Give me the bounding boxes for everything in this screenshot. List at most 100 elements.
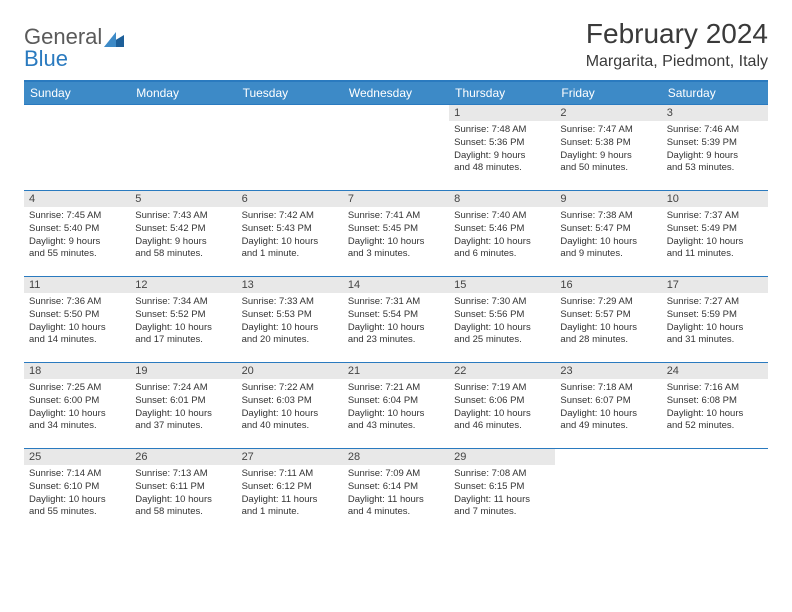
day-line: and 53 minutes. — [667, 162, 763, 175]
day-header-sat: Saturday — [662, 81, 768, 105]
day-line: and 1 minute. — [242, 506, 338, 519]
day-line: and 14 minutes. — [29, 334, 125, 347]
day-line: Sunrise: 7:29 AM — [560, 296, 656, 309]
page-subtitle: Margarita, Piedmont, Italy — [586, 53, 768, 71]
day-line: Sunrise: 7:40 AM — [454, 210, 550, 223]
day-details: Sunrise: 7:42 AMSunset: 5:43 PMDaylight:… — [237, 207, 343, 265]
day-line: Sunrise: 7:08 AM — [454, 468, 550, 481]
day-number: 25 — [24, 449, 130, 465]
day-number: 6 — [237, 191, 343, 207]
day-cell: 22Sunrise: 7:19 AMSunset: 6:06 PMDayligh… — [449, 363, 555, 449]
day-line: Sunrise: 7:27 AM — [667, 296, 763, 309]
day-line: Daylight: 10 hours — [454, 236, 550, 249]
day-cell: 14Sunrise: 7:31 AMSunset: 5:54 PMDayligh… — [343, 277, 449, 363]
day-details: Sunrise: 7:09 AMSunset: 6:14 PMDaylight:… — [343, 465, 449, 523]
day-line: Daylight: 10 hours — [29, 494, 125, 507]
day-line: Sunset: 6:00 PM — [29, 395, 125, 408]
day-line: Sunset: 5:42 PM — [135, 223, 231, 236]
day-line: Sunset: 5:54 PM — [348, 309, 444, 322]
day-line: Sunset: 5:49 PM — [667, 223, 763, 236]
day-details: Sunrise: 7:18 AMSunset: 6:07 PMDaylight:… — [555, 379, 661, 437]
day-cell: 10Sunrise: 7:37 AMSunset: 5:49 PMDayligh… — [662, 191, 768, 277]
day-line: Daylight: 10 hours — [348, 408, 444, 421]
day-line: Sunset: 5:36 PM — [454, 137, 550, 150]
day-details: Sunrise: 7:22 AMSunset: 6:03 PMDaylight:… — [237, 379, 343, 437]
day-line: and 43 minutes. — [348, 420, 444, 433]
day-line: Sunrise: 7:19 AM — [454, 382, 550, 395]
day-line: Daylight: 10 hours — [667, 408, 763, 421]
day-line: Daylight: 9 hours — [667, 150, 763, 163]
day-line: and 40 minutes. — [242, 420, 338, 433]
day-header-row: Sunday Monday Tuesday Wednesday Thursday… — [24, 81, 768, 105]
day-cell: 17Sunrise: 7:27 AMSunset: 5:59 PMDayligh… — [662, 277, 768, 363]
day-line: Sunrise: 7:24 AM — [135, 382, 231, 395]
day-line: Sunset: 6:11 PM — [135, 481, 231, 494]
day-line: Sunset: 5:50 PM — [29, 309, 125, 322]
day-line: Daylight: 10 hours — [348, 322, 444, 335]
day-number: 10 — [662, 191, 768, 207]
day-details: Sunrise: 7:33 AMSunset: 5:53 PMDaylight:… — [237, 293, 343, 351]
day-line: Sunrise: 7:11 AM — [242, 468, 338, 481]
day-cell: 8Sunrise: 7:40 AMSunset: 5:46 PMDaylight… — [449, 191, 555, 277]
day-number: 17 — [662, 277, 768, 293]
day-line: and 17 minutes. — [135, 334, 231, 347]
day-number: 20 — [237, 363, 343, 379]
day-details: Sunrise: 7:13 AMSunset: 6:11 PMDaylight:… — [130, 465, 236, 523]
week-row: 25Sunrise: 7:14 AMSunset: 6:10 PMDayligh… — [24, 449, 768, 535]
day-line: Sunrise: 7:42 AM — [242, 210, 338, 223]
day-cell: 4Sunrise: 7:45 AMSunset: 5:40 PMDaylight… — [24, 191, 130, 277]
day-cell: 24Sunrise: 7:16 AMSunset: 6:08 PMDayligh… — [662, 363, 768, 449]
day-details: Sunrise: 7:14 AMSunset: 6:10 PMDaylight:… — [24, 465, 130, 523]
day-cell: 13Sunrise: 7:33 AMSunset: 5:53 PMDayligh… — [237, 277, 343, 363]
day-line: Sunrise: 7:30 AM — [454, 296, 550, 309]
day-line: and 4 minutes. — [348, 506, 444, 519]
day-header-sun: Sunday — [24, 81, 130, 105]
day-cell: 11Sunrise: 7:36 AMSunset: 5:50 PMDayligh… — [24, 277, 130, 363]
day-cell: 26Sunrise: 7:13 AMSunset: 6:11 PMDayligh… — [130, 449, 236, 535]
day-line: Sunset: 5:40 PM — [29, 223, 125, 236]
day-details: Sunrise: 7:27 AMSunset: 5:59 PMDaylight:… — [662, 293, 768, 351]
day-line: and 6 minutes. — [454, 248, 550, 261]
day-line: Daylight: 9 hours — [560, 150, 656, 163]
day-details: Sunrise: 7:11 AMSunset: 6:12 PMDaylight:… — [237, 465, 343, 523]
day-details: Sunrise: 7:24 AMSunset: 6:01 PMDaylight:… — [130, 379, 236, 437]
day-line: Daylight: 10 hours — [135, 494, 231, 507]
day-cell: 21Sunrise: 7:21 AMSunset: 6:04 PMDayligh… — [343, 363, 449, 449]
day-details: Sunrise: 7:34 AMSunset: 5:52 PMDaylight:… — [130, 293, 236, 351]
day-number: 21 — [343, 363, 449, 379]
day-line: Sunrise: 7:37 AM — [667, 210, 763, 223]
day-number: 1 — [449, 105, 555, 121]
day-line: and 20 minutes. — [242, 334, 338, 347]
day-line: Daylight: 10 hours — [29, 408, 125, 421]
day-cell: 15Sunrise: 7:30 AMSunset: 5:56 PMDayligh… — [449, 277, 555, 363]
day-number: 23 — [555, 363, 661, 379]
day-line: Sunrise: 7:21 AM — [348, 382, 444, 395]
day-cell: 29Sunrise: 7:08 AMSunset: 6:15 PMDayligh… — [449, 449, 555, 535]
day-line: Sunset: 6:01 PM — [135, 395, 231, 408]
day-number: 14 — [343, 277, 449, 293]
day-cell — [130, 105, 236, 191]
day-number: 24 — [662, 363, 768, 379]
day-cell: 1Sunrise: 7:48 AMSunset: 5:36 PMDaylight… — [449, 105, 555, 191]
day-line: Sunset: 6:12 PM — [242, 481, 338, 494]
day-line: Daylight: 11 hours — [242, 494, 338, 507]
day-line: Sunset: 6:08 PM — [667, 395, 763, 408]
day-details: Sunrise: 7:30 AMSunset: 5:56 PMDaylight:… — [449, 293, 555, 351]
day-line: and 37 minutes. — [135, 420, 231, 433]
day-details: Sunrise: 7:29 AMSunset: 5:57 PMDaylight:… — [555, 293, 661, 351]
day-line: Sunrise: 7:38 AM — [560, 210, 656, 223]
day-number: 12 — [130, 277, 236, 293]
day-line: and 46 minutes. — [454, 420, 550, 433]
day-line: and 3 minutes. — [348, 248, 444, 261]
day-line: Sunrise: 7:22 AM — [242, 382, 338, 395]
day-line: Sunset: 5:39 PM — [667, 137, 763, 150]
day-line: Sunrise: 7:46 AM — [667, 124, 763, 137]
day-header-thu: Thursday — [449, 81, 555, 105]
day-line: Sunrise: 7:47 AM — [560, 124, 656, 137]
day-number: 2 — [555, 105, 661, 121]
day-line: and 31 minutes. — [667, 334, 763, 347]
day-line: Sunset: 5:43 PM — [242, 223, 338, 236]
day-cell: 20Sunrise: 7:22 AMSunset: 6:03 PMDayligh… — [237, 363, 343, 449]
page-container: GeneralBlue February 2024 Margarita, Pie… — [0, 0, 792, 547]
day-number: 3 — [662, 105, 768, 121]
